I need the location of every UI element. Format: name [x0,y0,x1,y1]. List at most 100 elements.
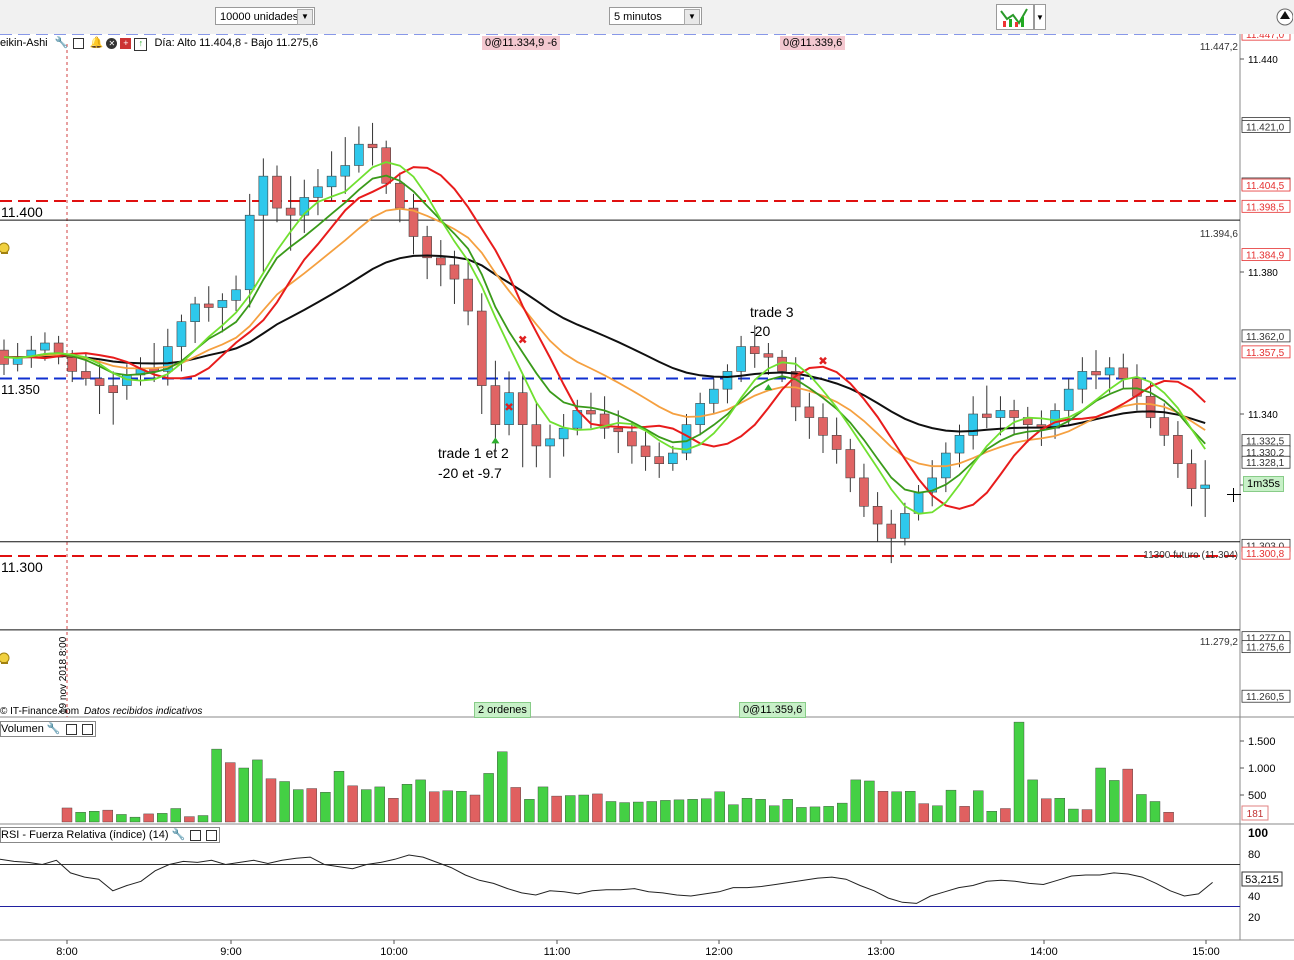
price-axis-tick-label: 11.340 [1248,410,1278,421]
candle-body [545,438,555,447]
volume-bar [524,799,535,823]
volume-bar [959,806,970,823]
price-label: 11.260,5 [1246,692,1285,703]
trade-exit-icon [505,403,513,411]
volume-bar [619,802,630,823]
price-axis-tick-label: 11.380 [1248,268,1278,279]
price-label-box [1241,199,1291,213]
candle-body [1009,410,1019,418]
price-label-box [1241,178,1291,192]
ma-orange-line [3,207,1206,468]
candle-body [190,303,200,323]
crosshair-cursor [1227,488,1241,502]
candle-body [708,388,719,404]
volume-bar [864,780,875,823]
candle-body [845,449,856,479]
volume-bar [769,805,780,823]
volume-bar [741,798,753,823]
volume-bar [129,816,141,823]
close-icon[interactable]: ✕ [106,38,118,49]
window-icon[interactable] [65,723,77,735]
interval-select[interactable]: 5 minutos ▼ [609,7,702,25]
add-indicator-icon[interactable]: + [120,38,132,49]
footer-source: © IT-Finance.com [0,706,79,717]
candle-body [1200,484,1210,489]
arrow-up-icon[interactable]: ↑ [134,38,148,51]
volume-bar [306,788,317,823]
date-marker-label: 19 nov 2018 8:00 [58,636,69,714]
volume-bar [116,814,127,823]
chart-style-dropdown[interactable]: ▼ [1034,4,1046,30]
price-label-box [1241,248,1291,262]
candle-body [668,452,678,464]
line-label-1: 11.394,6 [1200,229,1239,240]
annotation-trade12-line1: trade 1 et 2 [438,445,509,461]
candle-body [913,491,924,514]
volume-bar [782,799,793,823]
candle-body [968,413,978,436]
window-icon[interactable] [81,723,93,735]
wrench-icon[interactable]: 🔧 [46,723,61,735]
chevron-down-icon[interactable]: ▼ [684,9,700,25]
volume-bar [184,816,195,823]
candle-body [954,434,965,454]
volume-bar [320,792,331,823]
interval-select-value: 5 minutos [614,11,662,23]
scroll-up-icon[interactable] [1275,6,1294,28]
window-icon[interactable] [73,37,85,49]
alert-bell-icon[interactable] [0,652,10,664]
volume-bar [197,815,209,823]
volume-bar [143,813,154,823]
order-tag-2[interactable]: 0@11.339,6 [780,36,846,50]
price-label: 11.398,5 [1246,202,1285,213]
volume-bar [1027,779,1038,823]
chart-style-button[interactable] [996,4,1034,30]
price-label-box [1241,640,1291,654]
candle-body [886,523,897,539]
window-icon[interactable] [206,829,218,841]
line-label-2: 11.279,2 [1200,637,1239,648]
order-tag-bottom[interactable]: 0@11.359,6 [739,702,807,718]
candle-body [81,371,91,379]
candle-body [504,392,514,425]
candle-body [1104,367,1115,376]
window-icon[interactable] [190,829,202,841]
candle-body [900,513,910,539]
time-axis-label: 12:00 [705,946,733,958]
units-select[interactable]: 10000 unidades ▼ [215,7,315,25]
volume-bar [279,781,290,823]
rsi-panel-header: RSI - Fuerza Relativa (índice) (14) 🔧 [0,827,221,843]
candle-body [326,175,337,188]
orders-button[interactable]: 2 ordenes [474,702,531,718]
candle-body [1077,371,1088,390]
candle-body [340,165,351,177]
candle-body [1173,434,1183,464]
day-high-low-info: Día: Alto 11.404,8 - Bajo 11.275,6 [154,37,318,49]
volume-bar [1163,812,1174,823]
candle-body [381,147,392,184]
volume-bar [61,807,73,823]
candle-body [859,477,869,507]
price-label: 11.421,0 [1246,122,1285,133]
bell-icon[interactable]: 🔔 [89,37,104,49]
volume-bar [945,789,957,823]
candle-body [558,427,569,440]
volume-last-value: 181 [1247,809,1264,820]
chevron-down-icon[interactable]: ▼ [297,9,313,25]
volume-bar [1108,780,1120,823]
alert-bell-icon[interactable] [0,242,10,254]
rsi-axis-tick-label: 20 [1248,912,1260,924]
volume-bar [88,811,100,823]
volume-bar [605,801,617,823]
price-label: 11.447,0 [1246,34,1285,41]
order-tag-1[interactable]: 0@11.334,9 -6 [482,36,561,50]
wrench-icon[interactable]: 🔧 [171,829,186,841]
line-label-high: 11.447,2 [1200,42,1239,53]
trade-entry-icon [764,384,773,391]
volume-bar [224,762,236,823]
volume-bar [415,779,426,823]
level-11300-label: 11.300 [1,559,43,575]
volume-panel-header: Volumen 🔧 [0,721,96,737]
wrench-icon[interactable]: 🔧 [54,37,69,49]
